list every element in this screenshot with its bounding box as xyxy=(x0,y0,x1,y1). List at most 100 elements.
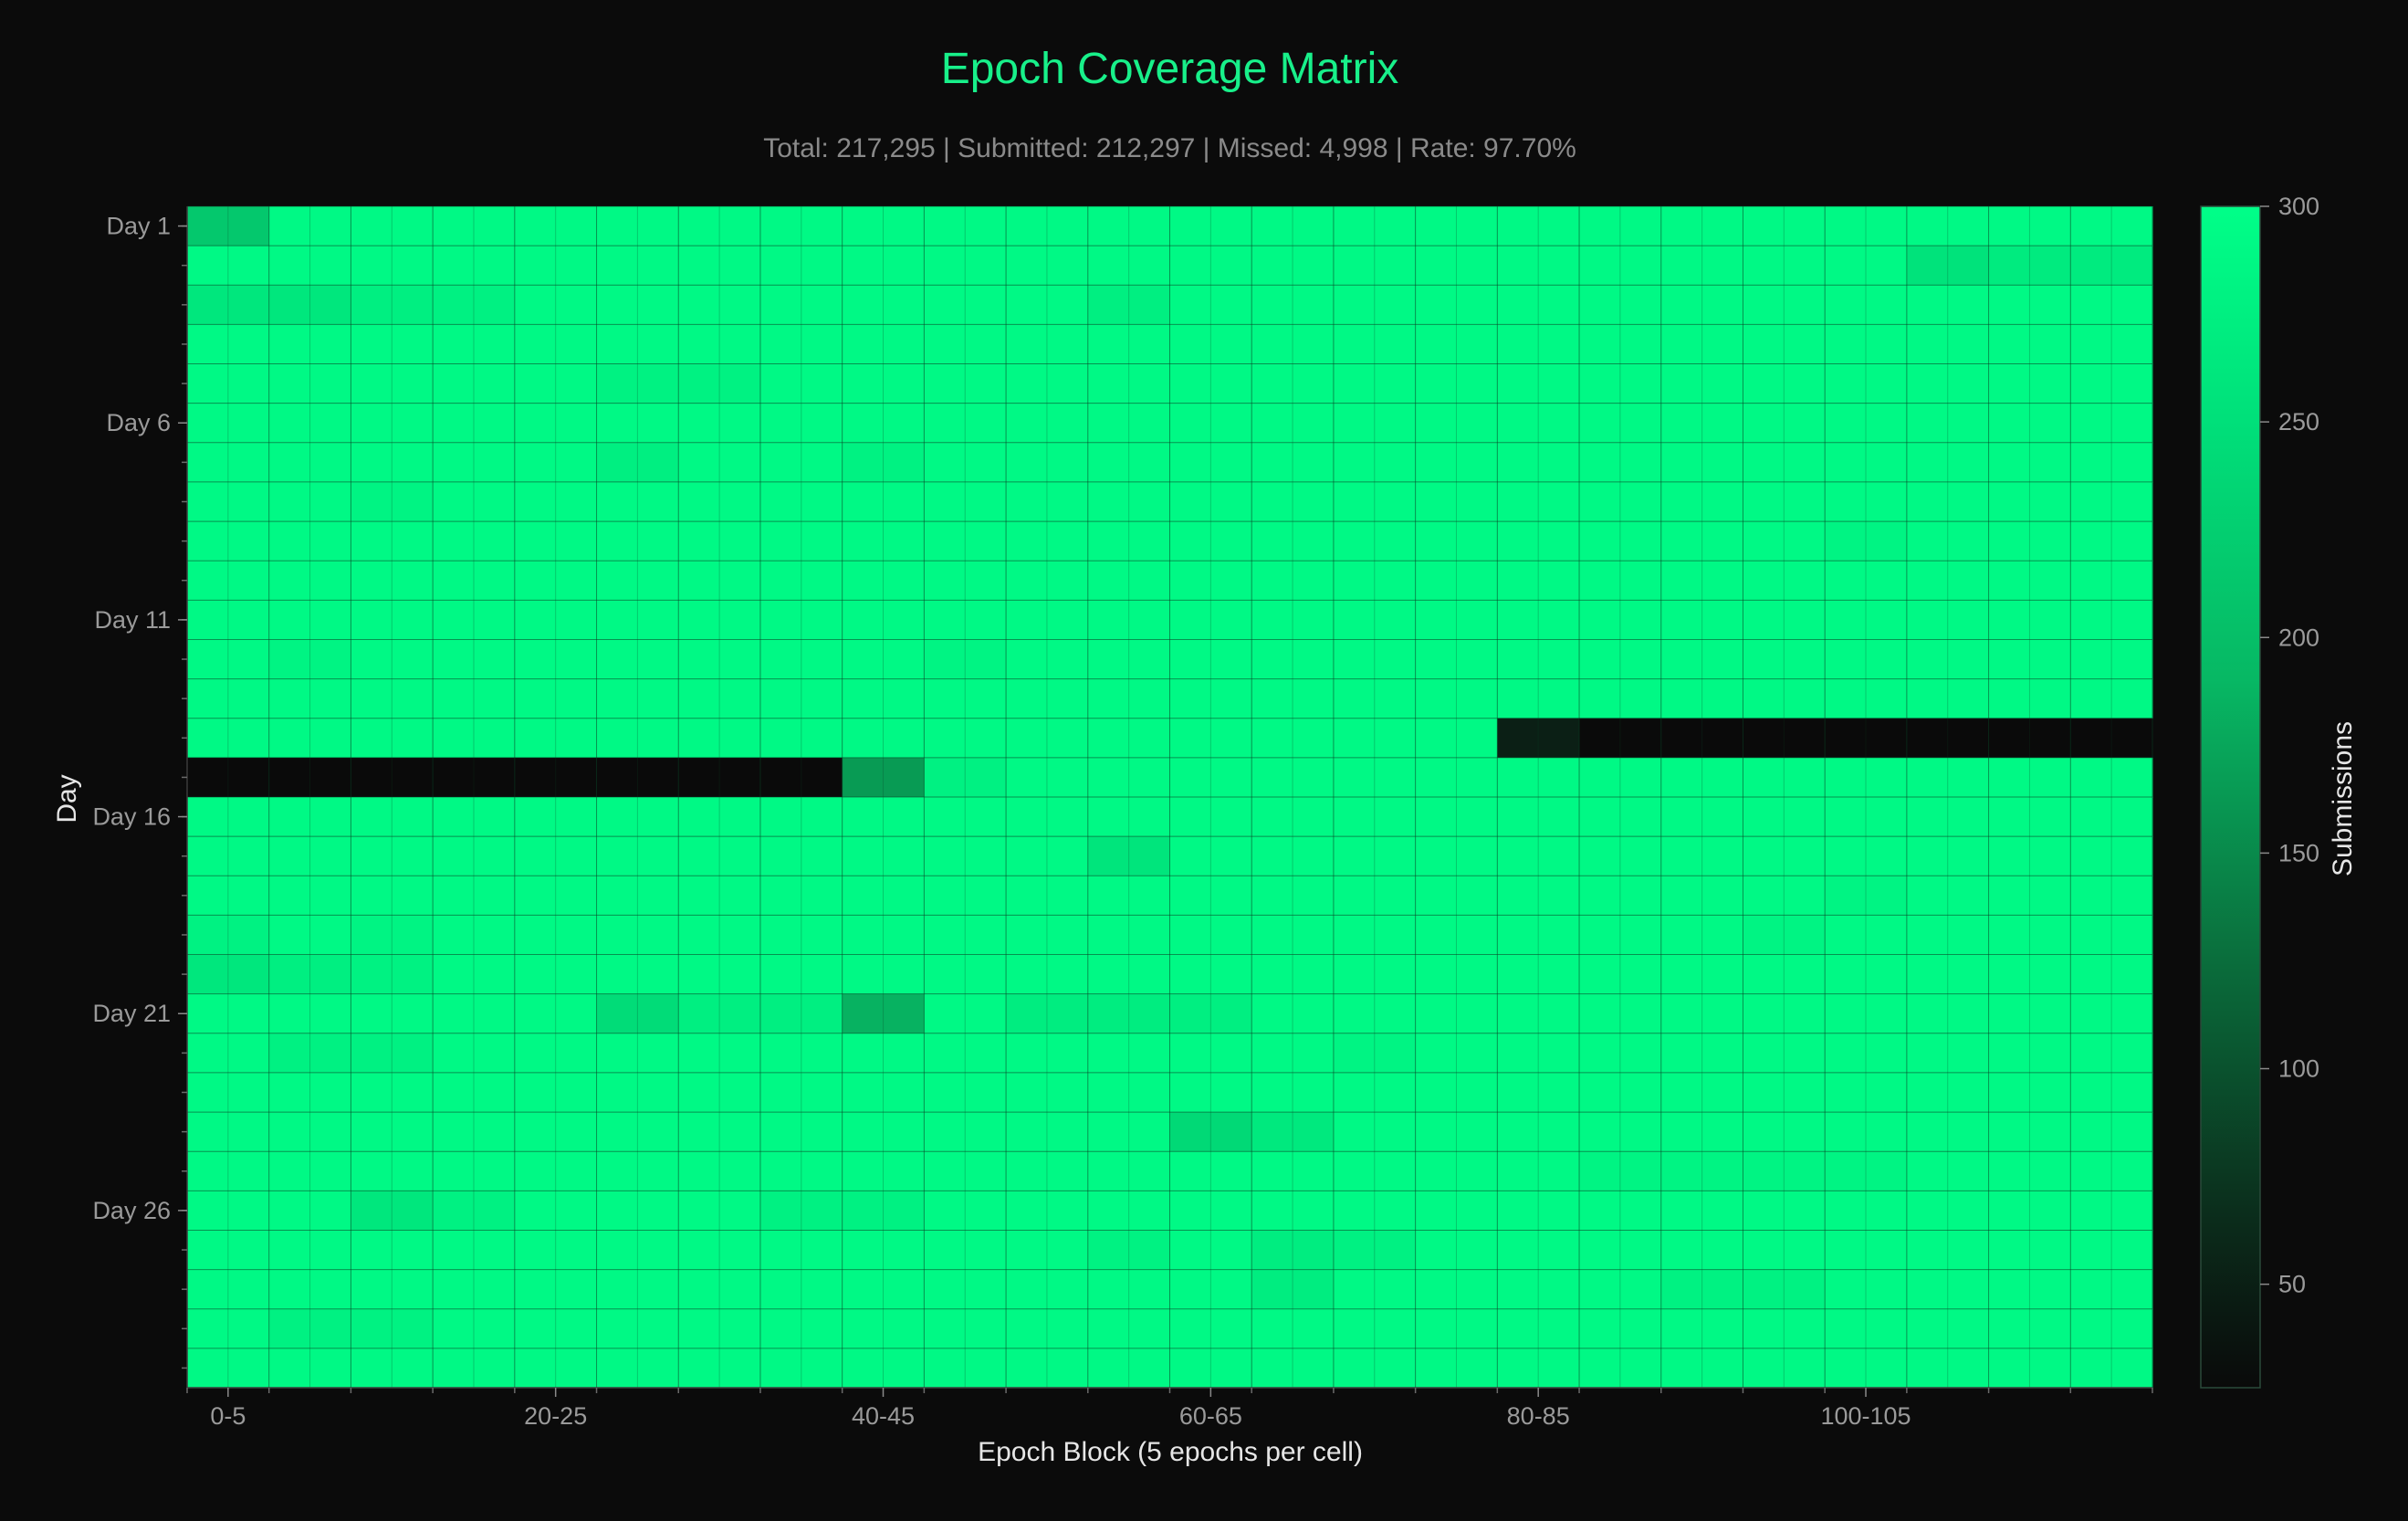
heatmap-cell xyxy=(1743,915,1826,956)
heatmap-cell xyxy=(2070,915,2153,956)
heatmap-cell xyxy=(268,363,352,404)
heatmap-cell xyxy=(433,915,516,956)
heatmap-cell xyxy=(759,1348,843,1389)
heatmap-cell xyxy=(1169,1308,1252,1349)
heatmap-cell xyxy=(1743,876,1826,916)
heatmap-cell xyxy=(842,600,925,641)
heatmap-cell xyxy=(2070,600,2153,641)
heatmap-cell xyxy=(1251,324,1335,365)
heatmap-cell xyxy=(1497,481,1580,522)
heatmap-cell xyxy=(268,678,352,719)
heatmap-cell xyxy=(1169,954,1252,995)
heatmap-cell xyxy=(2070,836,2153,876)
heatmap-cell xyxy=(351,1112,434,1152)
heatmap-cell xyxy=(1415,836,1498,876)
heatmap-cell xyxy=(759,324,843,365)
heatmap-cell xyxy=(596,678,679,719)
colorbar-tick-label: 200 xyxy=(2278,624,2319,651)
heatmap-cell xyxy=(1743,678,1826,719)
heatmap-cell xyxy=(842,718,925,759)
heatmap-cell xyxy=(1579,1112,1662,1152)
heatmap-cell xyxy=(678,1112,761,1152)
heatmap-cell xyxy=(1415,1072,1498,1113)
heatmap-cell xyxy=(187,915,270,956)
heatmap-cell xyxy=(1660,797,1744,837)
heatmap-cell xyxy=(514,1191,598,1232)
heatmap-cell xyxy=(351,600,434,641)
heatmap-cell xyxy=(1988,876,2071,916)
heatmap-cell xyxy=(433,1348,516,1389)
heatmap-cell xyxy=(2070,1033,2153,1074)
heatmap-cell xyxy=(1333,1112,1417,1152)
heatmap-cell xyxy=(678,481,761,522)
heatmap-cell xyxy=(1497,1348,1580,1389)
heatmap-cell xyxy=(1825,1151,1908,1191)
heatmap-cell xyxy=(2070,639,2153,680)
heatmap-cell xyxy=(1415,639,1498,680)
heatmap-cell xyxy=(1415,403,1498,444)
heatmap-cell xyxy=(924,1112,1007,1152)
heatmap-cell xyxy=(1497,442,1580,483)
heatmap-cell xyxy=(596,876,679,916)
x-tick-label: 60-65 xyxy=(1179,1402,1242,1430)
heatmap-cell xyxy=(1988,1112,2071,1152)
heatmap-cell xyxy=(1906,246,1990,286)
heatmap-cell xyxy=(2070,1191,2153,1232)
heatmap-cell xyxy=(1660,1151,1744,1191)
heatmap-cell xyxy=(1006,1072,1089,1113)
heatmap-cell xyxy=(1906,1269,1990,1310)
heatmap-cell xyxy=(596,639,679,680)
heatmap-cell xyxy=(1906,521,1990,561)
heatmap-cell xyxy=(1251,797,1335,837)
heatmap-cell xyxy=(1333,639,1417,680)
heatmap-cell xyxy=(759,1151,843,1191)
heatmap-cell xyxy=(1906,1308,1990,1349)
chart-subtitle: Total: 217,295 | Submitted: 212,297 | Mi… xyxy=(763,133,1576,163)
heatmap-cell xyxy=(1415,1033,1498,1074)
heatmap-cell xyxy=(2070,797,2153,837)
heatmap-cell xyxy=(1415,915,1498,956)
heatmap-cell xyxy=(1497,678,1580,719)
heatmap-cell xyxy=(1906,1112,1990,1152)
heatmap-cell xyxy=(1087,1072,1171,1113)
heatmap-cell xyxy=(268,1269,352,1310)
heatmap-cell xyxy=(1497,561,1580,601)
heatmap-cell xyxy=(1743,521,1826,561)
heatmap-cell xyxy=(1743,561,1826,601)
heatmap-cell xyxy=(1087,1033,1171,1074)
heatmap-cell xyxy=(1660,206,1744,247)
heatmap-cell xyxy=(1415,1308,1498,1349)
heatmap-cell xyxy=(1415,1230,1498,1271)
heatmap-cell xyxy=(1497,1308,1580,1349)
heatmap-cell xyxy=(1497,403,1580,444)
heatmap-cell xyxy=(1006,915,1089,956)
heatmap-cell xyxy=(187,1308,270,1349)
heatmap-cell xyxy=(1251,876,1335,916)
heatmap-cell xyxy=(1579,993,1662,1034)
x-tick-label: 40-45 xyxy=(852,1402,915,1430)
heatmap-cell xyxy=(1660,600,1744,641)
heatmap-cell xyxy=(1906,363,1990,404)
heatmap-cell xyxy=(759,1230,843,1271)
heatmap-cell xyxy=(1006,639,1089,680)
heatmap-cell xyxy=(1579,678,1662,719)
heatmap-cell xyxy=(514,915,598,956)
heatmap-cell xyxy=(1251,363,1335,404)
heatmap-cell xyxy=(1579,1348,1662,1389)
heatmap-cell xyxy=(187,246,270,286)
heatmap-cell xyxy=(514,797,598,837)
heatmap-cell xyxy=(1087,363,1171,404)
heatmap-cell xyxy=(924,246,1007,286)
heatmap-cell xyxy=(1660,442,1744,483)
heatmap-cell xyxy=(1169,561,1252,601)
heatmap-cell xyxy=(759,521,843,561)
heatmap-cell xyxy=(924,678,1007,719)
heatmap-cell xyxy=(678,206,761,247)
heatmap-cell xyxy=(1825,442,1908,483)
heatmap-cell xyxy=(1743,1151,1826,1191)
heatmap-cell xyxy=(187,1033,270,1074)
heatmap-cell xyxy=(1333,876,1417,916)
heatmap-cell xyxy=(514,1230,598,1271)
heatmap-cell xyxy=(1906,678,1990,719)
heatmap-cell xyxy=(1579,363,1662,404)
